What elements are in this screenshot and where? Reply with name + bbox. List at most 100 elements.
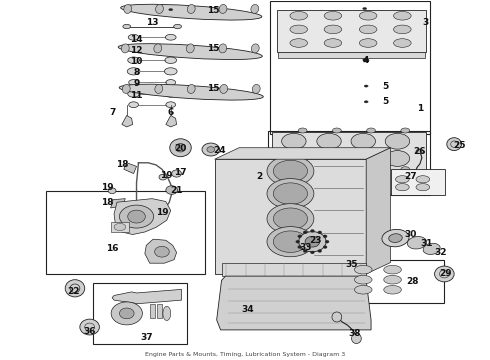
Ellipse shape: [359, 25, 377, 34]
Text: 30: 30: [404, 230, 416, 239]
Ellipse shape: [367, 167, 375, 172]
Ellipse shape: [187, 4, 195, 13]
Text: 15: 15: [207, 84, 220, 93]
Text: 6: 6: [168, 108, 174, 117]
Ellipse shape: [323, 246, 327, 248]
Ellipse shape: [124, 4, 132, 13]
Text: 19: 19: [101, 183, 114, 192]
Text: 20: 20: [174, 144, 187, 153]
Polygon shape: [111, 199, 125, 208]
Polygon shape: [112, 289, 181, 304]
Ellipse shape: [340, 177, 365, 190]
Ellipse shape: [393, 12, 411, 20]
Ellipse shape: [435, 266, 454, 282]
Text: 16: 16: [106, 244, 119, 253]
Ellipse shape: [317, 150, 341, 166]
Ellipse shape: [121, 4, 262, 20]
Ellipse shape: [65, 280, 85, 297]
Ellipse shape: [273, 208, 308, 229]
Text: 31: 31: [420, 239, 433, 248]
Ellipse shape: [220, 84, 228, 94]
Polygon shape: [221, 263, 366, 276]
Ellipse shape: [393, 25, 411, 34]
Text: 9: 9: [133, 80, 140, 89]
Ellipse shape: [324, 12, 342, 20]
Ellipse shape: [273, 160, 308, 182]
Text: 26: 26: [414, 147, 426, 156]
Ellipse shape: [108, 188, 116, 194]
Ellipse shape: [354, 285, 372, 294]
Ellipse shape: [384, 265, 401, 274]
Bar: [111, 222, 129, 232]
Ellipse shape: [122, 84, 130, 94]
Ellipse shape: [119, 84, 263, 100]
Ellipse shape: [120, 308, 134, 319]
Ellipse shape: [332, 128, 341, 133]
Text: 10: 10: [130, 57, 143, 66]
Text: 13: 13: [146, 18, 158, 27]
Ellipse shape: [384, 285, 401, 294]
Ellipse shape: [128, 210, 146, 223]
Ellipse shape: [166, 102, 175, 108]
Ellipse shape: [364, 85, 368, 87]
Polygon shape: [124, 163, 137, 174]
Ellipse shape: [186, 44, 194, 53]
Polygon shape: [215, 159, 366, 274]
Text: 2: 2: [257, 172, 263, 181]
Ellipse shape: [251, 44, 259, 53]
Polygon shape: [366, 148, 391, 274]
Ellipse shape: [416, 181, 424, 185]
Ellipse shape: [367, 128, 375, 133]
Ellipse shape: [363, 8, 367, 10]
Bar: [270, 1, 430, 134]
Ellipse shape: [120, 205, 154, 228]
Ellipse shape: [401, 167, 410, 172]
Bar: [93, 283, 187, 344]
Ellipse shape: [299, 231, 326, 252]
Ellipse shape: [416, 176, 430, 183]
Text: 17: 17: [174, 168, 187, 177]
Ellipse shape: [173, 24, 181, 29]
Ellipse shape: [359, 12, 377, 20]
Polygon shape: [122, 116, 133, 127]
Ellipse shape: [363, 59, 369, 62]
Text: 38: 38: [349, 329, 361, 338]
Ellipse shape: [351, 134, 375, 149]
Ellipse shape: [311, 229, 315, 232]
Ellipse shape: [384, 275, 401, 284]
Ellipse shape: [351, 333, 361, 343]
Ellipse shape: [303, 231, 307, 234]
Text: 24: 24: [213, 146, 226, 155]
Ellipse shape: [165, 35, 176, 40]
Ellipse shape: [202, 143, 220, 156]
Ellipse shape: [128, 35, 139, 40]
Ellipse shape: [395, 184, 409, 191]
Ellipse shape: [251, 4, 259, 13]
Ellipse shape: [382, 229, 409, 247]
Ellipse shape: [318, 231, 322, 234]
Ellipse shape: [298, 246, 302, 248]
Ellipse shape: [332, 312, 342, 322]
Ellipse shape: [267, 179, 314, 209]
Ellipse shape: [290, 25, 308, 34]
Ellipse shape: [128, 91, 140, 97]
Ellipse shape: [363, 59, 367, 61]
Text: 3: 3: [423, 18, 429, 27]
Text: 7: 7: [109, 108, 115, 117]
Text: 11: 11: [130, 91, 143, 100]
Text: 23: 23: [310, 236, 322, 245]
Text: 14: 14: [130, 35, 143, 44]
Ellipse shape: [129, 102, 139, 108]
Ellipse shape: [122, 44, 129, 53]
Ellipse shape: [175, 143, 185, 152]
Ellipse shape: [273, 183, 308, 204]
Ellipse shape: [219, 4, 227, 13]
Ellipse shape: [172, 170, 181, 177]
Polygon shape: [145, 239, 176, 263]
Ellipse shape: [324, 39, 342, 47]
Ellipse shape: [282, 150, 306, 166]
Text: 15: 15: [207, 6, 220, 15]
Text: 34: 34: [241, 305, 254, 314]
Ellipse shape: [290, 12, 308, 20]
Ellipse shape: [447, 138, 462, 150]
